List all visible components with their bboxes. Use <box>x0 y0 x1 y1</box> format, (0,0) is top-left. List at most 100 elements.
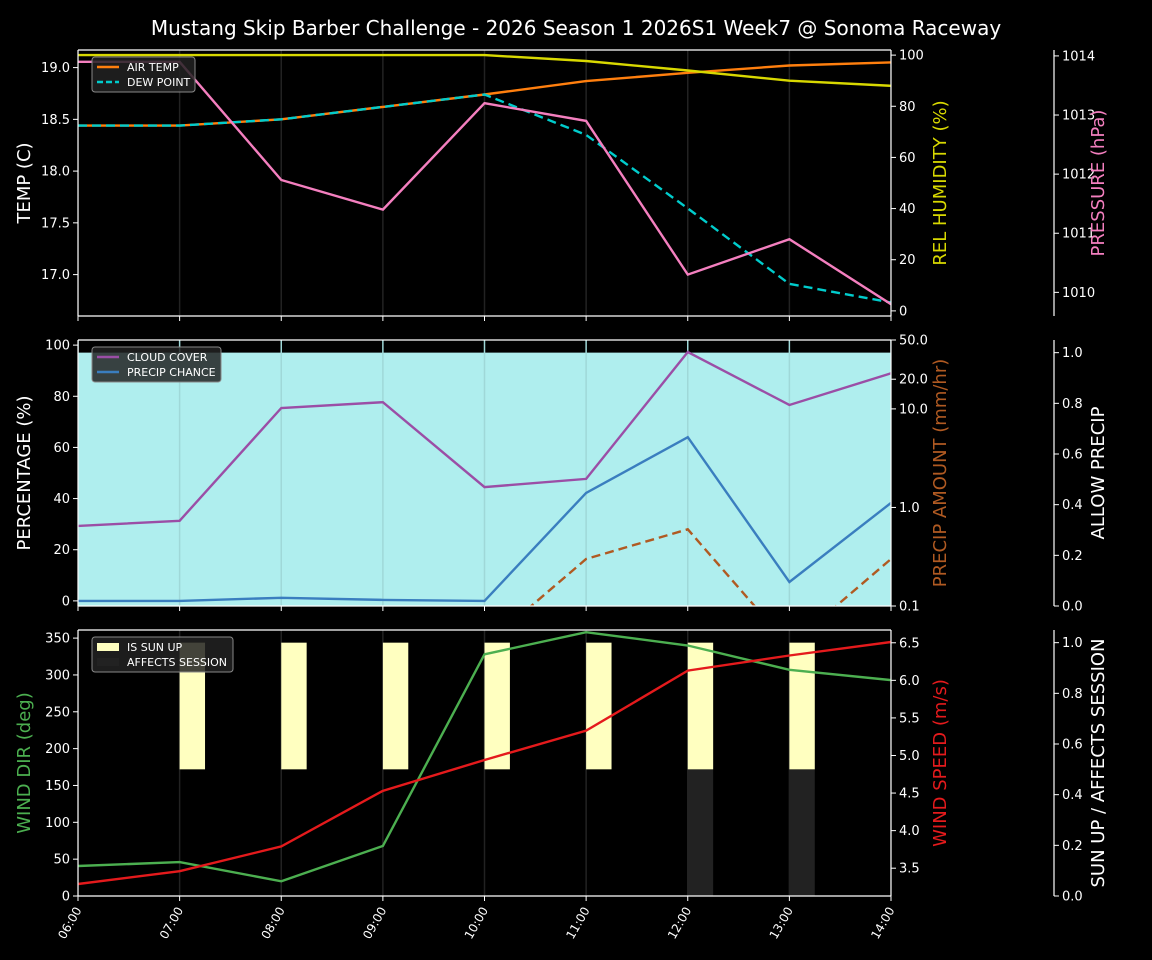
series-line-right2-3 <box>78 60 891 306</box>
panel-middle: 0 20 40 60 80 100 PERCENTAGE (%) 0.1 1.0 10.0 20.0… <box>14 334 1109 615</box>
x-tick-label: 09:00 <box>360 905 389 942</box>
left-tick-label: 0 <box>62 890 70 905</box>
right2-tick-label: 1.0 <box>1062 636 1083 651</box>
panel-bottom: 06:00 07:00 08:00 09:00 10:00 11:00 12:00 13:00… <box>14 629 1109 942</box>
right2-tick-label: 1013 <box>1062 109 1095 124</box>
right2-tick-label: 0.2 <box>1062 839 1083 854</box>
legend-label: AFFECTS SESSION <box>127 656 227 669</box>
right-tick-label: 20 <box>899 253 916 268</box>
left-tick-label: 50 <box>53 853 70 868</box>
right-tick-label: 4.0 <box>899 824 920 839</box>
right2-tick-label: 1012 <box>1062 168 1095 183</box>
right-axis-label: PRECIP AMOUNT (mm/hr) <box>930 359 951 588</box>
sun-up-bar <box>382 642 409 770</box>
right2-tick-label: 1010 <box>1062 286 1095 301</box>
left-axis-label: TEMP (C) <box>14 142 35 224</box>
plot-area <box>78 50 891 316</box>
series-line-right-1 <box>78 640 891 886</box>
left-tick-label: 250 <box>45 705 70 720</box>
right-tick-label: 6.5 <box>899 636 920 651</box>
right2-tick-label: 1.0 <box>1062 346 1083 361</box>
series-line-cloud-cover <box>78 350 891 528</box>
x-tick-label: 12:00 <box>665 905 694 942</box>
right2-axis-label: ALLOW PRECIP <box>1088 406 1109 539</box>
left-tick-label: 17.5 <box>41 216 70 231</box>
x-tick-label: 06:00 <box>55 905 84 942</box>
right2-tick-label: 0.6 <box>1062 448 1083 463</box>
right2-axis-label: SUN UP / AFFECTS SESSION <box>1088 638 1109 887</box>
left-axis-label: PERCENTAGE (%) <box>14 395 35 550</box>
x-tick-label: 11:00 <box>563 905 592 942</box>
plot-area <box>78 340 891 606</box>
left-tick-label: 0 <box>62 594 70 609</box>
left-tick-label: 100 <box>45 339 70 354</box>
left-tick-label: 17.0 <box>41 268 70 283</box>
left-tick-label: 350 <box>45 632 70 647</box>
right-tick-label: 0.1 <box>899 600 920 615</box>
right2-axis-label: PRESSURE (hPa) <box>1088 110 1109 257</box>
x-tick-label: 14:00 <box>868 905 897 942</box>
legend-label: CLOUD COVER <box>127 351 208 364</box>
panel-top: 17.0 17.5 18.0 18.5 19.0 TEMP (C) 0 20 40 60 80 100… <box>14 49 1109 321</box>
right2-tick-label: 0.0 <box>1062 890 1083 905</box>
sun-up-bar <box>789 642 815 770</box>
left-tick-label: 150 <box>45 779 70 794</box>
right-tick-label: 3.5 <box>899 862 920 877</box>
sun-up-bar <box>281 642 307 770</box>
right-tick-label: 50.0 <box>899 334 928 349</box>
sun-up-bar <box>687 642 714 770</box>
left-tick-label: 80 <box>53 390 70 405</box>
right-tick-label: 10.0 <box>899 402 928 417</box>
right2-tick-label: 0.8 <box>1062 397 1083 412</box>
legend-label: DEW POINT <box>127 76 191 89</box>
right-tick-label: 20.0 <box>899 373 928 388</box>
right-tick-label: 100 <box>899 49 924 64</box>
x-tick-label: 10:00 <box>462 905 491 942</box>
x-tick-label: 07:00 <box>157 905 186 942</box>
x-tick-label: 13:00 <box>767 905 796 942</box>
series-line-right-2 <box>78 53 891 87</box>
legend: AIR TEMP DEW POINT <box>91 56 196 93</box>
sun-up-bar <box>484 642 510 770</box>
right2-tick-label: 0.6 <box>1062 738 1083 753</box>
left-tick-label: 300 <box>45 668 70 683</box>
affects-session-bar <box>789 769 815 896</box>
right-axis-label: WIND SPEED (m/s) <box>930 679 951 847</box>
left-tick-label: 18.0 <box>41 165 70 180</box>
legend-box <box>91 346 222 383</box>
right-axis-label: REL HUMIDITY (%) <box>930 100 951 265</box>
right-tick-label: 6.0 <box>899 674 920 689</box>
legend-box <box>91 56 196 93</box>
left-tick-label: 200 <box>45 742 70 757</box>
right-tick-label: 0 <box>899 304 907 319</box>
left-tick-label: 40 <box>53 492 70 507</box>
right-tick-label: 5.0 <box>899 749 920 764</box>
right2-tick-label: 0.2 <box>1062 549 1083 564</box>
right-tick-label: 60 <box>899 151 916 166</box>
series-line-dew-point <box>78 93 891 304</box>
right2-tick-label: 0.4 <box>1062 498 1083 513</box>
legend-label: PRECIP CHANCE <box>127 366 216 379</box>
right-tick-label: 80 <box>899 100 916 115</box>
right-tick-label: 5.5 <box>899 711 920 726</box>
right2-tick-label: 0.0 <box>1062 600 1083 615</box>
left-tick-label: 60 <box>53 441 70 456</box>
x-tick-label: 08:00 <box>258 905 287 942</box>
right2-tick-label: 0.4 <box>1062 788 1083 803</box>
legend-swatch <box>97 658 119 666</box>
sun-up-bar <box>586 642 612 770</box>
right2-tick-label: 1011 <box>1062 227 1095 242</box>
legend-box <box>91 636 234 673</box>
left-tick-label: 19.0 <box>41 61 70 76</box>
right-tick-label: 1.0 <box>899 501 920 516</box>
right2-tick-label: 1014 <box>1062 49 1095 64</box>
legend-label: AIR TEMP <box>127 61 179 74</box>
right-tick-label: 40 <box>899 202 916 217</box>
series-line-precip-chance <box>78 435 891 603</box>
plot-area <box>78 630 891 896</box>
left-axis-label: WIND DIR (deg) <box>14 692 35 834</box>
right2-tick-label: 0.8 <box>1062 687 1083 702</box>
left-tick-label: 18.5 <box>41 113 70 128</box>
legend: IS SUN UP AFFECTS SESSION <box>91 636 234 673</box>
